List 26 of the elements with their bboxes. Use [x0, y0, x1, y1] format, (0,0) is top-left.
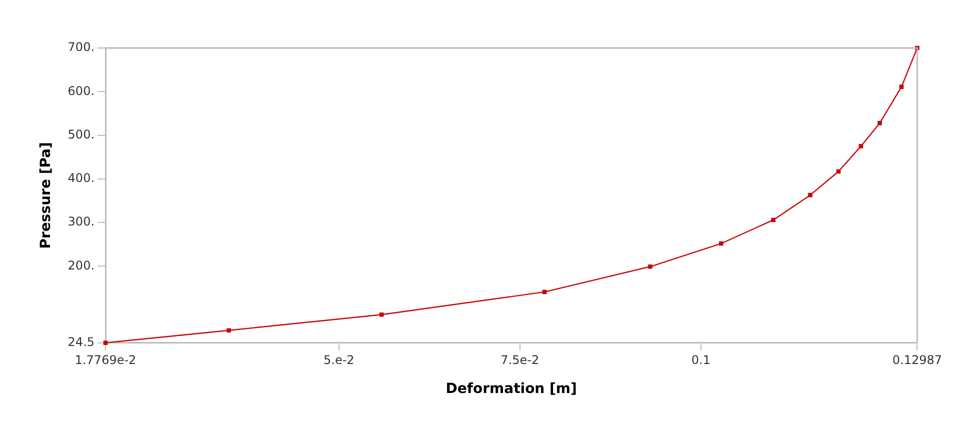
point [771, 218, 776, 222]
point [379, 312, 384, 317]
point [648, 264, 652, 269]
x-tick-label: 1.7769e-2 [74, 353, 136, 368]
point [808, 192, 812, 198]
point [899, 84, 904, 89]
point [103, 340, 108, 345]
y-axis-title: Pressure [Pa] [38, 142, 54, 249]
x-tick-label: 0.1 [691, 353, 710, 368]
y-tick-label: 200. [68, 258, 95, 272]
point [719, 241, 724, 246]
y-tick-label: 500. [68, 127, 95, 142]
x-tick-label: 7.5e-2 [500, 353, 540, 368]
y-tick-label: 24.5 [68, 334, 95, 349]
y-tick-label: 600. [68, 84, 95, 98]
x-tick-label: 5.e-2 [323, 353, 354, 368]
point [878, 120, 882, 126]
point [226, 328, 231, 333]
point [858, 144, 864, 148]
x-tick-label: 0.12987 [892, 353, 942, 368]
point [542, 290, 547, 294]
point [836, 169, 841, 174]
y-tick-label: 700. [68, 40, 95, 54]
y-tick-label: 300. [68, 214, 95, 229]
x-axis-title: Deformation [m] [446, 381, 577, 398]
y-tick-label: 400. [68, 171, 95, 186]
